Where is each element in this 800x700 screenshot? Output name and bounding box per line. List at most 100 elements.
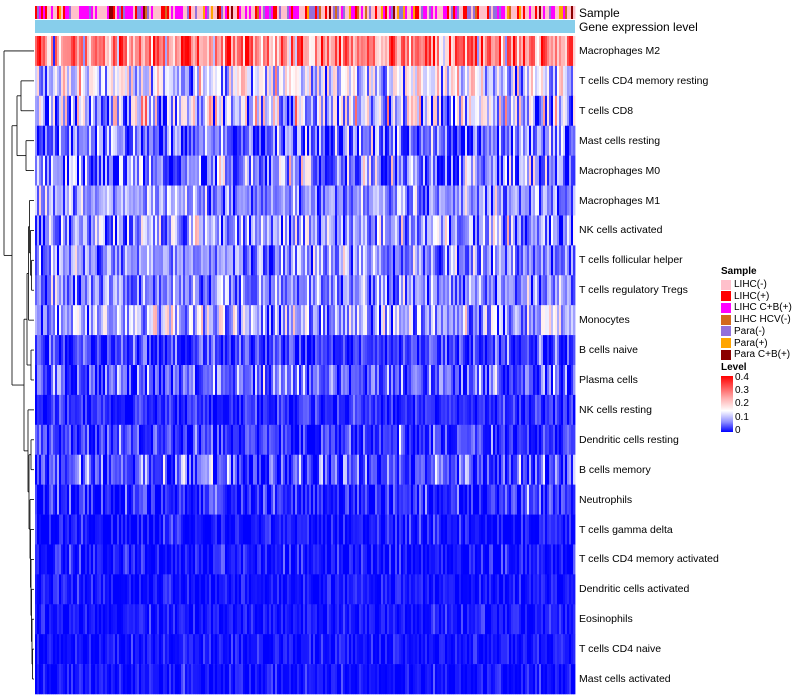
heatmap-cell (277, 484, 280, 515)
heatmap-cell (437, 125, 440, 156)
heatmap-cell (511, 275, 514, 306)
heatmap-cell (545, 514, 548, 545)
heatmap-cell (127, 215, 130, 246)
heatmap-cell (523, 36, 526, 67)
heatmap-cell (147, 155, 150, 186)
heatmap-cell (93, 365, 96, 396)
heatmap-cell (183, 155, 186, 186)
heatmap-cell (527, 36, 530, 67)
heatmap-cell (145, 335, 148, 366)
heatmap-cell (101, 155, 104, 186)
heatmap-cell (389, 484, 392, 515)
heatmap-cell (201, 36, 204, 67)
heatmap-cell (317, 65, 320, 97)
sample-annotation-cell (215, 6, 218, 19)
heatmap-cell (359, 215, 362, 246)
heatmap-cell (257, 95, 260, 127)
heatmap-cell (195, 544, 198, 575)
heatmap-cell (263, 215, 266, 246)
heatmap-cell (161, 514, 164, 545)
heatmap-cell (467, 95, 470, 127)
sample-annotation-cell (123, 6, 126, 19)
heatmap-cell (243, 185, 246, 216)
heatmap-cell (327, 335, 330, 366)
heatmap-cell (383, 65, 386, 97)
heatmap-cell (183, 215, 186, 246)
heatmap-cell (315, 215, 318, 246)
heatmap-cell (175, 36, 178, 67)
heatmap-cell (369, 394, 372, 426)
sample-annotation-cell (303, 6, 306, 19)
sample-annotation-cell (391, 6, 394, 19)
heatmap-cell (395, 245, 398, 276)
heatmap-cell (165, 65, 168, 97)
heatmap-cell (377, 185, 380, 216)
heatmap-cell (429, 275, 432, 306)
heatmap-cell (211, 454, 214, 485)
heatmap-cell (61, 65, 64, 97)
heatmap-cell (165, 36, 168, 67)
heatmap-cell (231, 544, 234, 575)
heatmap-cell (89, 544, 92, 575)
heatmap-cell (179, 305, 182, 336)
heatmap-cell (497, 454, 500, 485)
heatmap-cell (165, 484, 168, 515)
heatmap-cell (379, 305, 382, 336)
heatmap-cell (269, 155, 272, 186)
heatmap-cell (511, 155, 514, 186)
sample-annotation-cell (315, 6, 318, 19)
heatmap-cell (123, 275, 126, 306)
heatmap-cell (433, 95, 436, 127)
heatmap-cell (251, 335, 254, 366)
heatmap-cell (307, 245, 310, 276)
heatmap-cell (495, 65, 498, 97)
heatmap-cell (57, 544, 60, 575)
heatmap-cell (495, 36, 498, 67)
heatmap-cell (99, 65, 102, 97)
heatmap-cell (369, 215, 372, 246)
heatmap-cell (175, 424, 178, 456)
heatmap-cell (139, 275, 142, 306)
heatmap-cell (335, 155, 338, 186)
heatmap-cell (311, 335, 314, 366)
heatmap-cell (233, 484, 236, 515)
heatmap-cell (211, 155, 214, 186)
heatmap-cell (567, 454, 570, 485)
heatmap-cell (563, 275, 566, 306)
heatmap-cell (261, 454, 264, 485)
heatmap-cell (417, 245, 420, 276)
heatmap-cell (419, 36, 422, 67)
heatmap-cell (279, 305, 282, 336)
heatmap-cell (453, 36, 456, 67)
heatmap-cell (509, 305, 512, 336)
heatmap-cell (423, 245, 426, 276)
heatmap-cell (151, 215, 154, 246)
heatmap-cell (115, 484, 118, 515)
heatmap-cell (325, 305, 328, 336)
heatmap-cell (427, 365, 430, 396)
heatmap-cell (163, 245, 166, 276)
sample-annotation-cell (39, 6, 42, 19)
heatmap-cell (353, 275, 356, 306)
heatmap-cell (447, 245, 450, 276)
heatmap-cell (371, 125, 374, 156)
heatmap-cell (441, 185, 444, 216)
heatmap-cell (363, 454, 366, 485)
heatmap-cell (37, 454, 40, 485)
heatmap-cell (559, 365, 562, 396)
heatmap-cell (431, 484, 434, 515)
heatmap-cell (331, 95, 334, 127)
heatmap-cell (491, 185, 494, 216)
heatmap-cell (207, 514, 210, 545)
heatmap-cell (131, 335, 134, 366)
heatmap-cell (245, 424, 248, 456)
heatmap-cell (557, 335, 560, 366)
heatmap-cell (83, 155, 86, 186)
heatmap-cell (279, 155, 282, 186)
heatmap-cell (211, 335, 214, 366)
heatmap-cell (351, 365, 354, 396)
heatmap-cell (409, 394, 412, 426)
heatmap-cell (129, 125, 132, 156)
heatmap-cell (99, 484, 102, 515)
heatmap-cell (373, 484, 376, 515)
